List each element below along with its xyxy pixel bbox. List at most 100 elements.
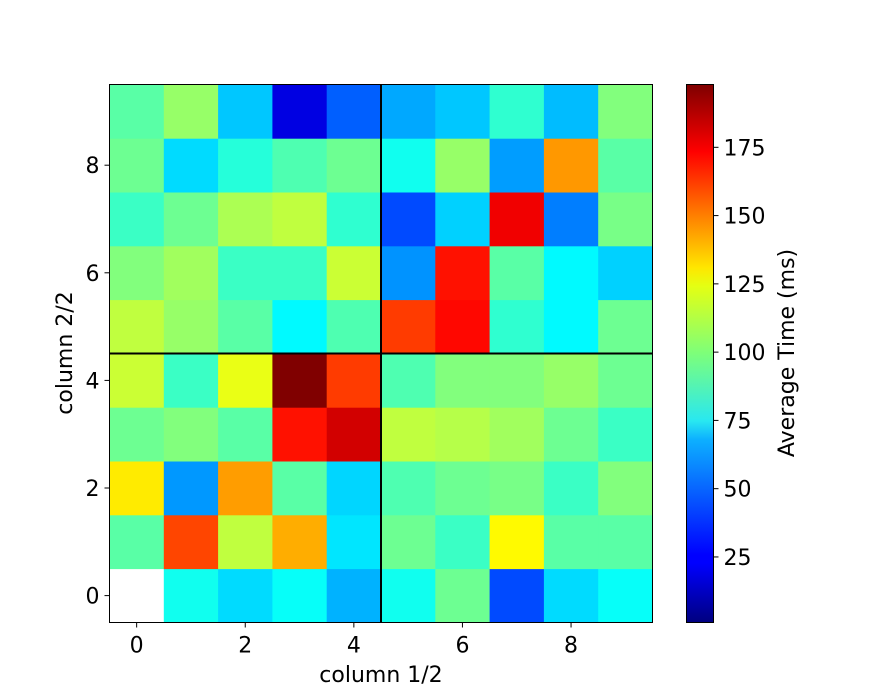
heatmap-cell [163, 353, 219, 408]
heatmap-cell [598, 353, 653, 408]
colorbar-tick-label: 150 [724, 205, 766, 230]
heatmap-cell [381, 84, 436, 139]
colorbar [686, 84, 714, 623]
heatmap-cell [489, 353, 545, 408]
heatmap-cell [109, 514, 165, 570]
heatmap-cell [218, 245, 273, 301]
x-tick-label: 4 [347, 634, 361, 659]
heatmap-cell [435, 245, 490, 301]
heatmap-cell [272, 461, 328, 516]
heatmap-cell [543, 84, 599, 139]
heatmap-cell [381, 299, 436, 354]
plot-frame [109, 84, 653, 623]
heatmap-cell [326, 514, 382, 570]
heatmap-cell [326, 299, 382, 354]
x-tick-label: 8 [564, 634, 578, 659]
heatmap-cell [543, 514, 599, 570]
x-axis-label: column 1/2 [319, 663, 442, 688]
heatmap-cell [598, 407, 653, 462]
heatmap-cell [489, 568, 545, 623]
heatmap-cell [489, 299, 545, 354]
heatmap-cell [489, 245, 545, 301]
heatmap-cell [435, 407, 490, 462]
heatmap-cell [109, 353, 165, 408]
heatmap-cell [381, 568, 436, 623]
colorbar-ticks: 25 50 75 100 125 150 175 [713, 136, 766, 571]
heatmap-cell [326, 407, 382, 462]
heatmap-cell [109, 299, 165, 354]
heatmap-cell [435, 138, 490, 193]
heatmap-cell [326, 461, 382, 516]
y-tick-label: 0 [86, 585, 100, 610]
heatmap-cell [218, 299, 273, 354]
heatmap-cell [109, 245, 165, 301]
x-tick-label: 6 [455, 634, 469, 659]
heatmap-cell [435, 568, 490, 623]
heatmap-cell [272, 514, 328, 570]
heatmap-cell [272, 192, 328, 247]
colorbar-tick-label: 175 [724, 136, 766, 161]
heatmap-cell [163, 299, 219, 354]
heatmap-cell [218, 192, 273, 247]
heatmap-cell [489, 84, 545, 139]
heatmap-cell [543, 138, 599, 193]
heatmap-cell [109, 407, 165, 462]
quadrant-dividers [109, 84, 653, 623]
heatmap-cell [435, 514, 490, 570]
heatmap-cell [435, 299, 490, 354]
heatmap-cell [272, 84, 328, 139]
heatmap-cell [381, 245, 436, 301]
heatmap-cell [489, 192, 545, 247]
heatmap-cell [272, 299, 328, 354]
colorbar-label: Average Time (ms) [775, 249, 800, 457]
heatmap-cell [543, 353, 599, 408]
y-tick-label: 4 [86, 369, 100, 394]
y-tick-label: 6 [86, 262, 100, 287]
heatmap-cell [598, 514, 653, 570]
heatmap-cell [543, 407, 599, 462]
heatmap-cell [543, 461, 599, 516]
heatmap-cell [109, 568, 165, 623]
x-tick-label: 0 [130, 634, 144, 659]
heatmap-cell [598, 192, 653, 247]
heatmap-cell [543, 245, 599, 301]
heatmap-cell [163, 568, 219, 623]
heatmap-cell [489, 461, 545, 516]
heatmap-cell [163, 192, 219, 247]
heatmap-cell [326, 568, 382, 623]
heatmap-cell [543, 568, 599, 623]
heatmap-cell [326, 192, 382, 247]
heatmap-cell [163, 84, 219, 139]
heatmap-cell [543, 299, 599, 354]
heatmap-cells [109, 84, 653, 623]
heatmap-cell [598, 568, 653, 623]
colorbar-tick-label: 25 [724, 546, 752, 571]
y-tick-label: 8 [86, 154, 100, 179]
heatmap-cell [381, 138, 436, 193]
heatmap-cell [326, 84, 382, 139]
heatmap-cell [435, 461, 490, 516]
heatmap-cell [272, 568, 328, 623]
heatmap-cell [598, 84, 653, 139]
heatmap-cell [109, 192, 165, 247]
heatmap-cell [218, 138, 273, 193]
heatmap-cell [326, 245, 382, 301]
heatmap-cell [598, 138, 653, 193]
heatmap-cell [163, 461, 219, 516]
heatmap-cell [109, 138, 165, 193]
heatmap-cell [489, 407, 545, 462]
colorbar-tick-label: 100 [724, 341, 766, 366]
heatmap-cell [381, 461, 436, 516]
heatmap-cell [598, 245, 653, 301]
heatmap-cell [218, 353, 273, 408]
heatmap-cell [163, 514, 219, 570]
heatmap-cell [218, 84, 273, 139]
heatmap-cell [381, 407, 436, 462]
heatmap-cell [326, 353, 382, 408]
heatmap-cell [272, 138, 328, 193]
heatmap-cell [489, 514, 545, 570]
heatmap-cell [435, 84, 490, 139]
heatmap-cell [163, 407, 219, 462]
heatmap-cell [218, 568, 273, 623]
